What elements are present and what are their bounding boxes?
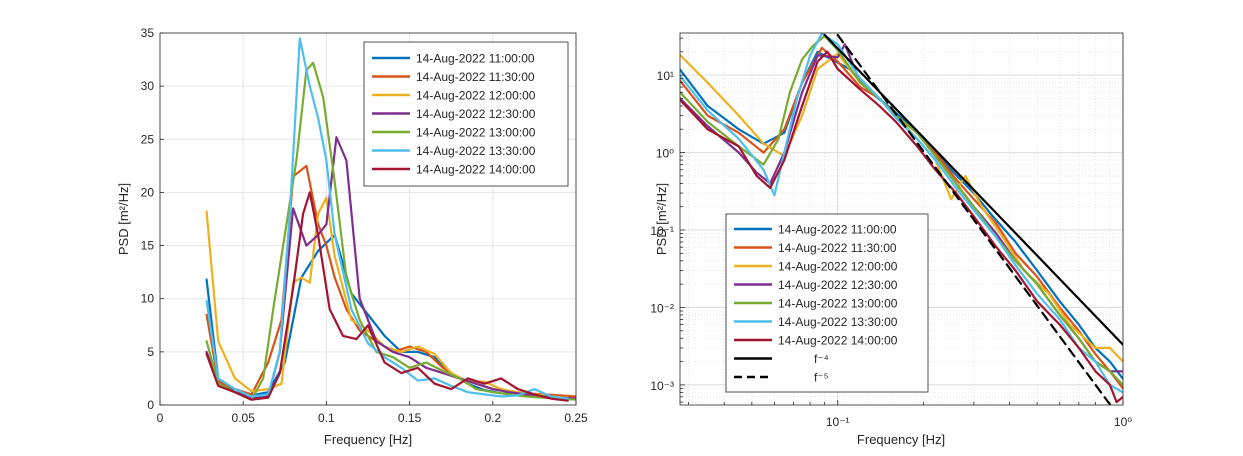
left-series-lines	[205, 37, 576, 402]
left-legend-label: 14-Aug-2022 12:30:00	[416, 107, 536, 121]
left-y-tick-label: 0	[147, 398, 154, 412]
left-x-tick-label: 0.05	[232, 411, 256, 425]
right-legend-label: 14-Aug-2022 11:30:00	[778, 241, 897, 255]
left-series-line	[205, 37, 569, 400]
right-series-line	[680, 33, 1123, 394]
right-chart: 10⁻¹ 10⁰ 10⁻³ 10⁻² 10⁻¹ 10⁰ 10¹ Frequency [Hz]…	[650, 32, 1132, 447]
left-x-axis-label: Frequency [Hz]	[324, 432, 412, 447]
right-axes-box	[679, 32, 1124, 406]
left-legend-items: 14-Aug-2022 11:00:00 14-Aug-2022 11:30:00…	[372, 52, 536, 177]
left-y-tick-label: 5	[147, 345, 154, 359]
right-y-tick-label: 10⁰	[656, 147, 674, 161]
left-axes-box	[159, 32, 577, 406]
right-series-line	[680, 50, 1123, 404]
right-series-lines	[680, 33, 1123, 405]
left-x-tick-label: 0.2	[484, 411, 501, 425]
right-y-tick-label: 10⁻¹	[650, 224, 674, 238]
left-x-tick-label: 0	[157, 411, 164, 425]
right-y-tick-label: 10⁻²	[650, 301, 674, 315]
right-legend-label: f⁻⁴	[814, 352, 829, 366]
right-ticks: 10⁻¹ 10⁰ 10⁻³ 10⁻² 10⁻¹ 10⁰ 10¹	[650, 37, 1132, 429]
right-legend-label: 14-Aug-2022 13:00:00	[778, 297, 898, 311]
right-x-tick-label: 10⁻¹	[826, 415, 850, 429]
left-y-tick-label: 30	[141, 79, 155, 93]
right-legend-label: 14-Aug-2022 12:30:00	[778, 278, 898, 292]
right-series-line	[836, 33, 1112, 405]
left-legend-label: 14-Aug-2022 13:30:00	[416, 144, 536, 158]
left-x-tick-label: 0.1	[318, 411, 335, 425]
left-ticks: 0 0.05 0.1 0.15 0.2 0.25 0 5 10 15 20 25 30 35	[141, 26, 588, 425]
left-legend-label: 14-Aug-2022 14:00:00	[416, 163, 536, 177]
left-y-tick-label: 25	[141, 132, 155, 146]
left-x-tick-label: 0.25	[564, 411, 588, 425]
right-x-tick-label: 10⁰	[1114, 415, 1132, 429]
left-y-tick-label: 35	[141, 26, 155, 40]
right-y-axis-label: PSD [m²/Hz]	[654, 183, 669, 255]
right-legend-label: f⁻⁵	[814, 371, 829, 385]
left-y-tick-label: 20	[141, 185, 155, 199]
left-legend-label: 14-Aug-2022 12:00:00	[416, 89, 536, 103]
left-series-line	[205, 191, 569, 402]
right-legend-label: 14-Aug-2022 13:30:00	[778, 315, 898, 329]
left-chart: 0 0.05 0.1 0.15 0.2 0.25 0 5 10 15 20 25 30 35 Freque…	[116, 26, 588, 447]
left-legend-label: 14-Aug-2022 11:00:00	[416, 52, 535, 66]
right-legend-label: 14-Aug-2022 14:00:00	[778, 334, 898, 348]
right-y-tick-label: 10⁻³	[650, 379, 674, 393]
left-y-tick-label: 15	[141, 239, 155, 253]
right-y-tick-label: 10¹	[657, 69, 674, 83]
left-legend: 14-Aug-2022 11:00:00 14-Aug-2022 11:30:00…	[363, 41, 569, 187]
left-x-tick-label: 0.15	[398, 411, 422, 425]
left-y-axis-label: PSD [m²/Hz]	[116, 183, 131, 255]
right-legend-items: 14-Aug-2022 11:00:00 14-Aug-2022 11:30:00…	[734, 223, 898, 385]
left-legend-label: 14-Aug-2022 11:30:00	[416, 70, 535, 84]
left-legend-label: 14-Aug-2022 13:00:00	[416, 126, 536, 140]
left-series-line	[205, 61, 576, 401]
right-legend-label: 14-Aug-2022 11:00:00	[778, 223, 897, 237]
right-legend: 14-Aug-2022 11:00:00 14-Aug-2022 11:30:00…	[725, 213, 929, 393]
left-y-tick-label: 10	[141, 292, 155, 306]
right-x-axis-label: Frequency [Hz]	[857, 432, 945, 447]
right-legend-label: 14-Aug-2022 12:00:00	[778, 260, 898, 274]
